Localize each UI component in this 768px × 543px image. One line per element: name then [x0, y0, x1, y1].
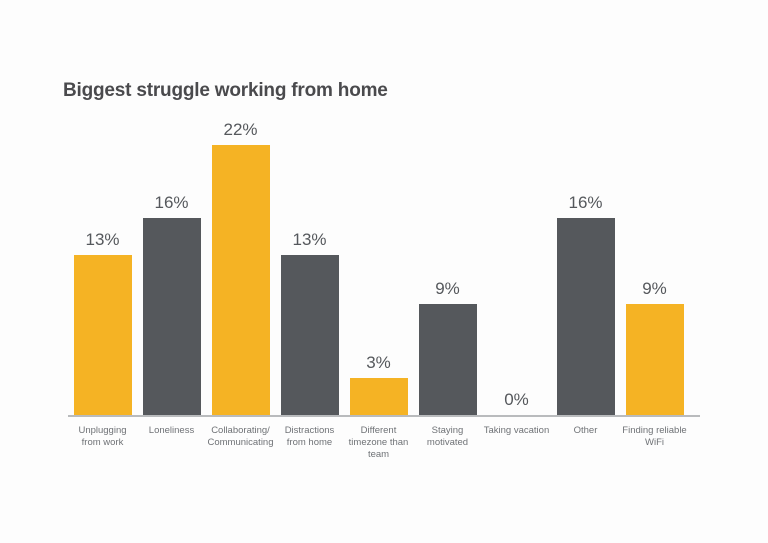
x-tick-label-line: Staying [431, 425, 464, 436]
bar-rect[interactable] [73, 255, 132, 415]
x-tick-label-line: from home [286, 437, 333, 448]
x-tick-label-line: from work [81, 437, 124, 448]
bar-value-label: 16% [568, 193, 603, 213]
x-tick-label-line: Communicating [207, 437, 274, 448]
bar-value-label: 22% [223, 119, 258, 139]
x-tick-label: Distractions from home [275, 425, 344, 485]
x-axis-tick-labels: Unplugging from work Loneliness Collaborati… [68, 425, 700, 485]
x-tick-label-line: Loneliness [148, 425, 195, 436]
bar-group[interactable]: 13% [68, 120, 137, 415]
x-tick-label-line: Different [360, 425, 397, 436]
x-axis-line [68, 415, 700, 417]
chart-title: Biggest struggle working from home [63, 80, 388, 101]
x-tick-label-line: Distractions [284, 425, 335, 436]
x-tick-label: Staying motivated [413, 425, 482, 485]
x-tick-label: Loneliness [137, 425, 206, 485]
x-tick-label: Collaborating/Communicating [206, 425, 275, 485]
bar-rect[interactable] [418, 304, 477, 415]
bar-group[interactable]: 9% [413, 120, 482, 415]
x-tick-label: Other [551, 425, 620, 485]
bar-group[interactable]: 16% [551, 120, 620, 415]
x-tick-label: Taking vacation [482, 425, 551, 485]
plot-area: 13% 16% 22% 13% 3% 9% 0% 16% 9% [68, 120, 700, 417]
x-tick-label-line: Other [573, 425, 598, 436]
x-tick-label-line: motivated [426, 437, 469, 448]
bar-rect[interactable] [349, 378, 408, 415]
bar-group[interactable]: 0% [482, 120, 551, 415]
bar-value-label: 0% [504, 390, 529, 409]
x-tick-label-line: Unplugging [78, 425, 127, 436]
bar-rect[interactable] [625, 304, 684, 415]
bar-group[interactable]: 13% [275, 120, 344, 415]
bar-rect[interactable] [556, 218, 615, 415]
bar-rect[interactable] [280, 255, 339, 415]
bar-rect[interactable] [211, 144, 270, 415]
x-tick-label-line: Finding reliable [622, 425, 687, 436]
bar-value-label: 9% [435, 279, 460, 299]
bars-container: 13% 16% 22% 13% 3% 9% 0% 16% 9% [68, 120, 700, 415]
x-tick-label-line: WiFi [645, 437, 664, 448]
bar-value-label: 9% [642, 279, 667, 299]
bar-value-label: 13% [85, 230, 120, 250]
bar-group[interactable]: 16% [137, 120, 206, 415]
x-tick-label: Unplugging from work [68, 425, 137, 485]
bar-group[interactable]: 3% [344, 120, 413, 415]
bar-rect[interactable] [142, 218, 201, 415]
x-tick-label-line: team [367, 449, 390, 460]
bar-group[interactable]: 22% [206, 120, 275, 415]
bar-value-label: 13% [292, 230, 327, 250]
bar-value-label: 16% [154, 193, 189, 213]
x-tick-label-line: timezone than [348, 437, 409, 448]
bar-group[interactable]: 9% [620, 120, 689, 415]
x-tick-label-line: Taking vacation [483, 425, 550, 436]
x-tick-label-line: Collaborating/ [211, 425, 270, 436]
bar-value-label: 3% [366, 353, 391, 373]
x-tick-label: Finding reliable WiFi [620, 425, 689, 485]
x-tick-label: Different timezone than team [344, 425, 413, 485]
